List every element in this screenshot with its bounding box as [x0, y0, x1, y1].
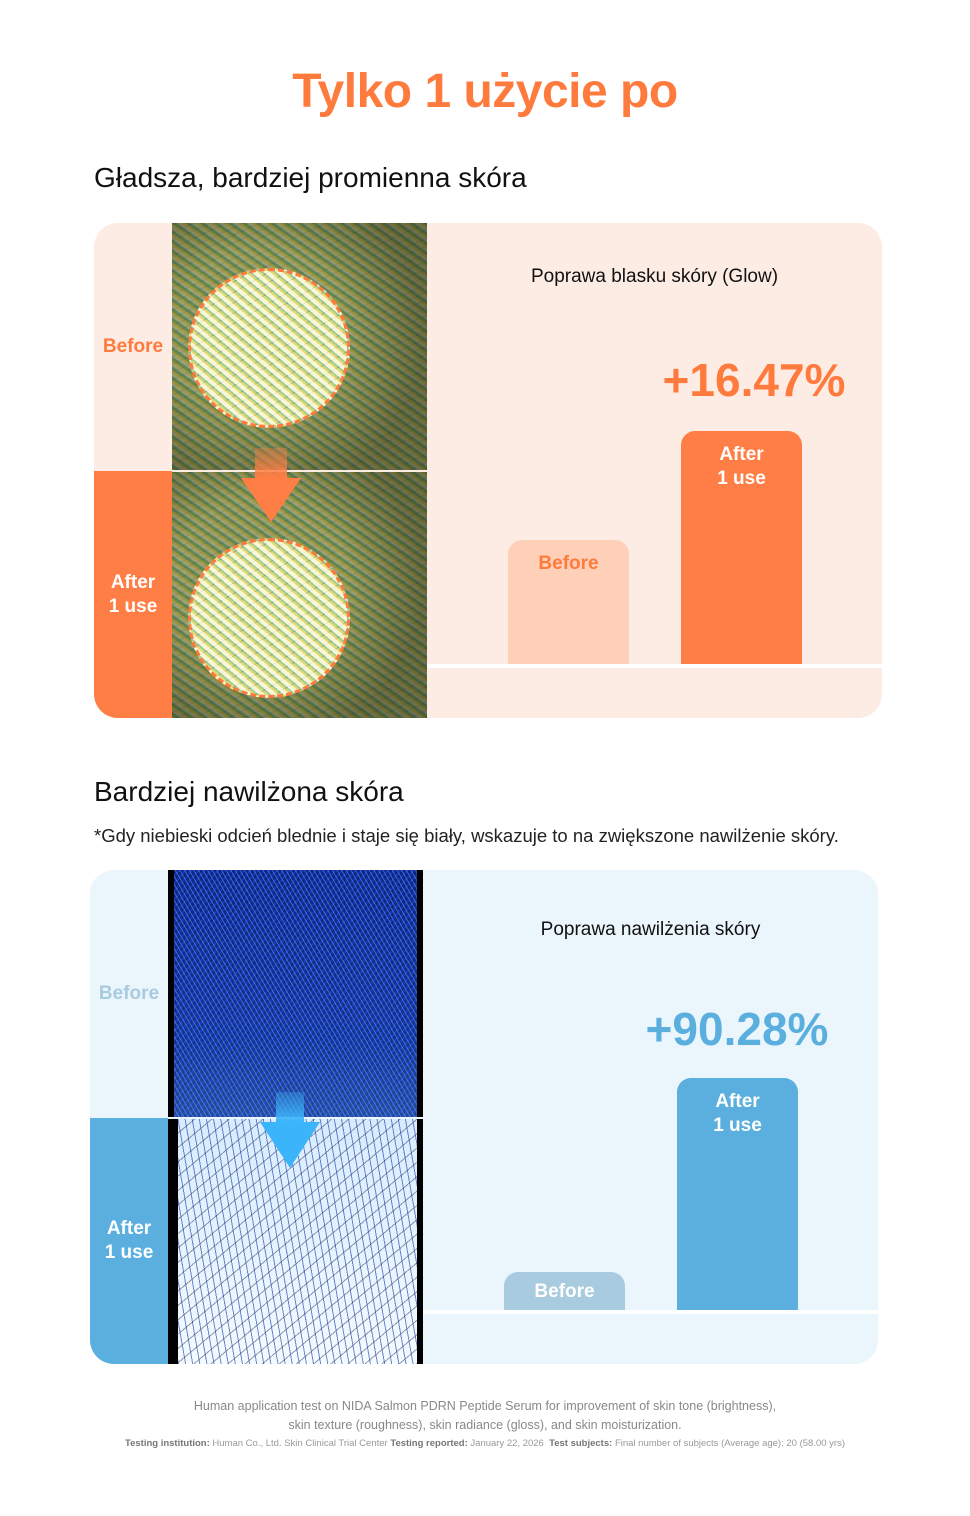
- focus-circle: [188, 268, 350, 428]
- label-before: Before: [98, 983, 160, 1004]
- section-heading-glow: Gładsza, bardziej promienna skóra: [94, 162, 527, 193]
- arrow-down-icon: [276, 1092, 304, 1122]
- arrow-down-icon-head: [241, 478, 301, 522]
- subjects-value: Final number of subjects (Average age): …: [614, 1438, 845, 1449]
- reported-value: January 22, 2026: [470, 1438, 544, 1449]
- label-before: Before: [102, 336, 164, 357]
- footer-test-info: Testing institution: Human Co., Ltd. Ski…: [0, 1438, 970, 1449]
- baseline: [423, 1310, 878, 1314]
- arrow-down-icon-head: [260, 1122, 320, 1168]
- arrow-down-icon: [255, 448, 287, 478]
- bar-before: Before: [504, 1272, 625, 1310]
- institution-value: Human Co., Ltd. Skin Clinical Trial Cent…: [212, 1438, 388, 1449]
- section-heading-moisture: Bardziej nawilżona skóra: [94, 776, 404, 807]
- footer-disclaimer: Human application test on NIDA Salmon PD…: [0, 1397, 970, 1435]
- bar-after: After 1 use: [677, 1078, 798, 1310]
- subjects-label: Test subjects:: [549, 1438, 613, 1449]
- footer-line-2: skin texture (roughness), skin radiance …: [288, 1418, 682, 1432]
- improvement-value: +16.47%: [662, 354, 846, 406]
- moisture-card: Before After 1 use Poprawa nawilżenia sk…: [90, 870, 878, 1364]
- chart-title: Poprawa blasku skóry (Glow): [530, 266, 779, 287]
- moisture-before-image: [168, 870, 423, 1117]
- glow-card: Before After 1 use Poprawa blasku skóry …: [94, 223, 882, 718]
- label-after: After 1 use: [94, 471, 172, 718]
- skin-before-image: [172, 223, 427, 470]
- bar-after: After 1 use: [681, 431, 802, 664]
- reported-label: Testing reported:: [390, 1438, 468, 1449]
- bar-before: Before: [508, 540, 629, 664]
- focus-circle: [188, 538, 350, 698]
- footer-line-1: Human application test on NIDA Salmon PD…: [193, 1399, 777, 1413]
- baseline: [427, 664, 882, 668]
- institution-label: Testing institution:: [124, 1438, 210, 1449]
- label-after: After 1 use: [90, 1118, 168, 1364]
- page-title: Tylko 1 użycie po: [292, 65, 678, 118]
- chart-title: Poprawa nawilżenia skóry: [540, 919, 761, 940]
- note-text: *Gdy niebieski odcień blednie i staje si…: [94, 825, 839, 846]
- improvement-value: +90.28%: [645, 1003, 829, 1055]
